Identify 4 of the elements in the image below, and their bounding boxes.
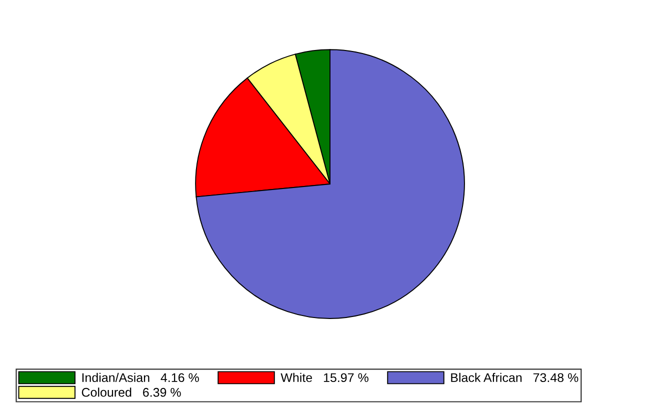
legend-label: Indian/Asian 4.16 % xyxy=(82,372,199,382)
legend-label: Coloured 6.39 % xyxy=(82,388,181,397)
legend-label: White 15.97 % xyxy=(280,372,368,382)
legend-label: Black African 73.48 % xyxy=(451,372,578,382)
